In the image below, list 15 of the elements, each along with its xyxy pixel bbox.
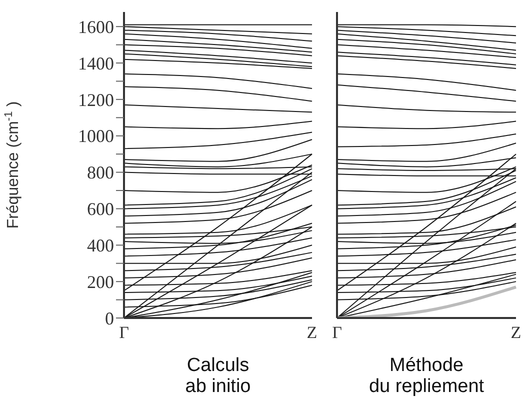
x-tick-label: Γ	[119, 323, 130, 342]
y-tick-label: 1400	[78, 53, 114, 74]
y-tick-label: 0	[105, 308, 114, 328]
y-tick-label: 600	[87, 199, 114, 220]
y-tick-label: 800	[87, 162, 114, 183]
x-tick-label: Z	[510, 323, 522, 342]
y-tick-label: 400	[87, 236, 114, 256]
x-axis-title: Méthode du repliement	[368, 355, 486, 397]
x-tick-label: Z	[306, 323, 318, 342]
x-tick-label: Γ	[332, 323, 342, 342]
y-tick-label: 1600	[78, 16, 114, 37]
x-axis-title: Calculs ab initio	[184, 355, 252, 397]
y-tick-label: 1200	[78, 90, 114, 110]
y-tick-label: 1000	[78, 126, 114, 146]
y-tick-label: 200	[87, 272, 114, 292]
